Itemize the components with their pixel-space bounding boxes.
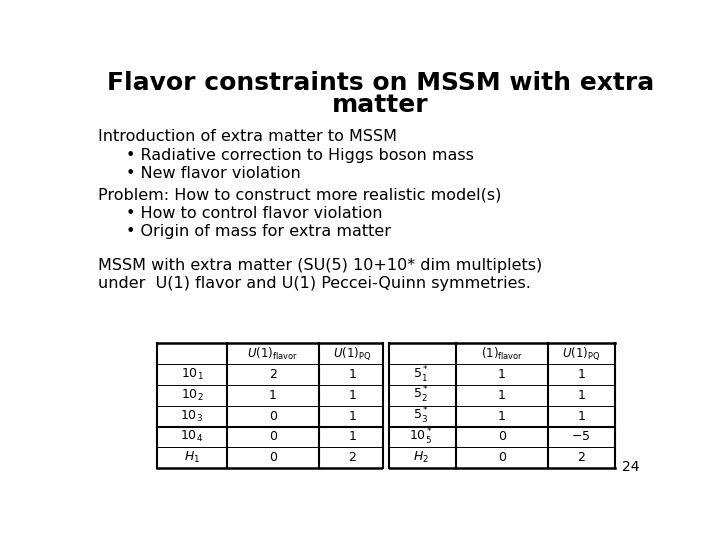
Text: $10_2$: $10_2$ <box>181 388 203 403</box>
Text: under  U(1) flavor and U(1) Peccei-Quinn symmetries.: under U(1) flavor and U(1) Peccei-Quinn … <box>99 276 531 291</box>
Text: 1: 1 <box>498 368 505 381</box>
Text: 0: 0 <box>498 430 505 443</box>
Text: 1: 1 <box>498 389 505 402</box>
Text: 1: 1 <box>498 410 505 423</box>
Text: • New flavor violation: • New flavor violation <box>126 166 301 181</box>
Text: 2: 2 <box>348 451 356 464</box>
Text: 1: 1 <box>577 410 585 423</box>
Text: $H_2$: $H_2$ <box>413 450 428 465</box>
Text: $U(1)_{\mathrm{PQ}}$: $U(1)_{\mathrm{PQ}}$ <box>333 346 372 362</box>
Text: $10_1$: $10_1$ <box>181 367 203 382</box>
Text: $U(1)_{\mathrm{flavor}}$: $U(1)_{\mathrm{flavor}}$ <box>248 346 298 362</box>
Text: 2: 2 <box>577 451 585 464</box>
Text: Flavor constraints on MSSM with extra: Flavor constraints on MSSM with extra <box>107 71 654 95</box>
Text: $5_2^*$: $5_2^*$ <box>413 386 428 406</box>
Text: $U(1)_{\mathrm{PQ}}$: $U(1)_{\mathrm{PQ}}$ <box>562 346 600 362</box>
Text: • How to control flavor violation: • How to control flavor violation <box>126 206 383 221</box>
Text: 1: 1 <box>269 389 277 402</box>
Text: 1: 1 <box>348 410 356 423</box>
Text: matter: matter <box>332 93 428 117</box>
Text: $5_1^*$: $5_1^*$ <box>413 364 428 384</box>
Text: 1: 1 <box>348 430 356 443</box>
Text: 0: 0 <box>269 451 277 464</box>
Text: $(1)_{\mathrm{flavor}}$: $(1)_{\mathrm{flavor}}$ <box>480 346 523 362</box>
Text: $H_1$: $H_1$ <box>184 450 200 465</box>
Text: Problem: How to construct more realistic model(s): Problem: How to construct more realistic… <box>99 187 502 202</box>
Text: $-5$: $-5$ <box>572 430 591 443</box>
Text: • Origin of mass for extra matter: • Origin of mass for extra matter <box>126 224 391 239</box>
Text: 0: 0 <box>269 410 277 423</box>
Text: $5_3^*$: $5_3^*$ <box>413 406 428 426</box>
Text: 2: 2 <box>269 368 277 381</box>
Text: MSSM with extra matter (SU(5) 10+10* dim multiplets): MSSM with extra matter (SU(5) 10+10* dim… <box>99 258 543 273</box>
Text: 1: 1 <box>577 389 585 402</box>
Text: 1: 1 <box>348 389 356 402</box>
Text: $10_3$: $10_3$ <box>181 409 203 424</box>
Text: 24: 24 <box>622 461 639 474</box>
Text: 0: 0 <box>269 430 277 443</box>
Text: $10_5^*$: $10_5^*$ <box>409 427 433 447</box>
Text: • Radiative correction to Higgs boson mass: • Radiative correction to Higgs boson ma… <box>126 148 474 163</box>
Text: 1: 1 <box>348 368 356 381</box>
Text: 0: 0 <box>498 451 505 464</box>
Text: 1: 1 <box>577 368 585 381</box>
Text: Introduction of extra matter to MSSM: Introduction of extra matter to MSSM <box>99 129 397 144</box>
Text: $10_4$: $10_4$ <box>181 429 204 444</box>
